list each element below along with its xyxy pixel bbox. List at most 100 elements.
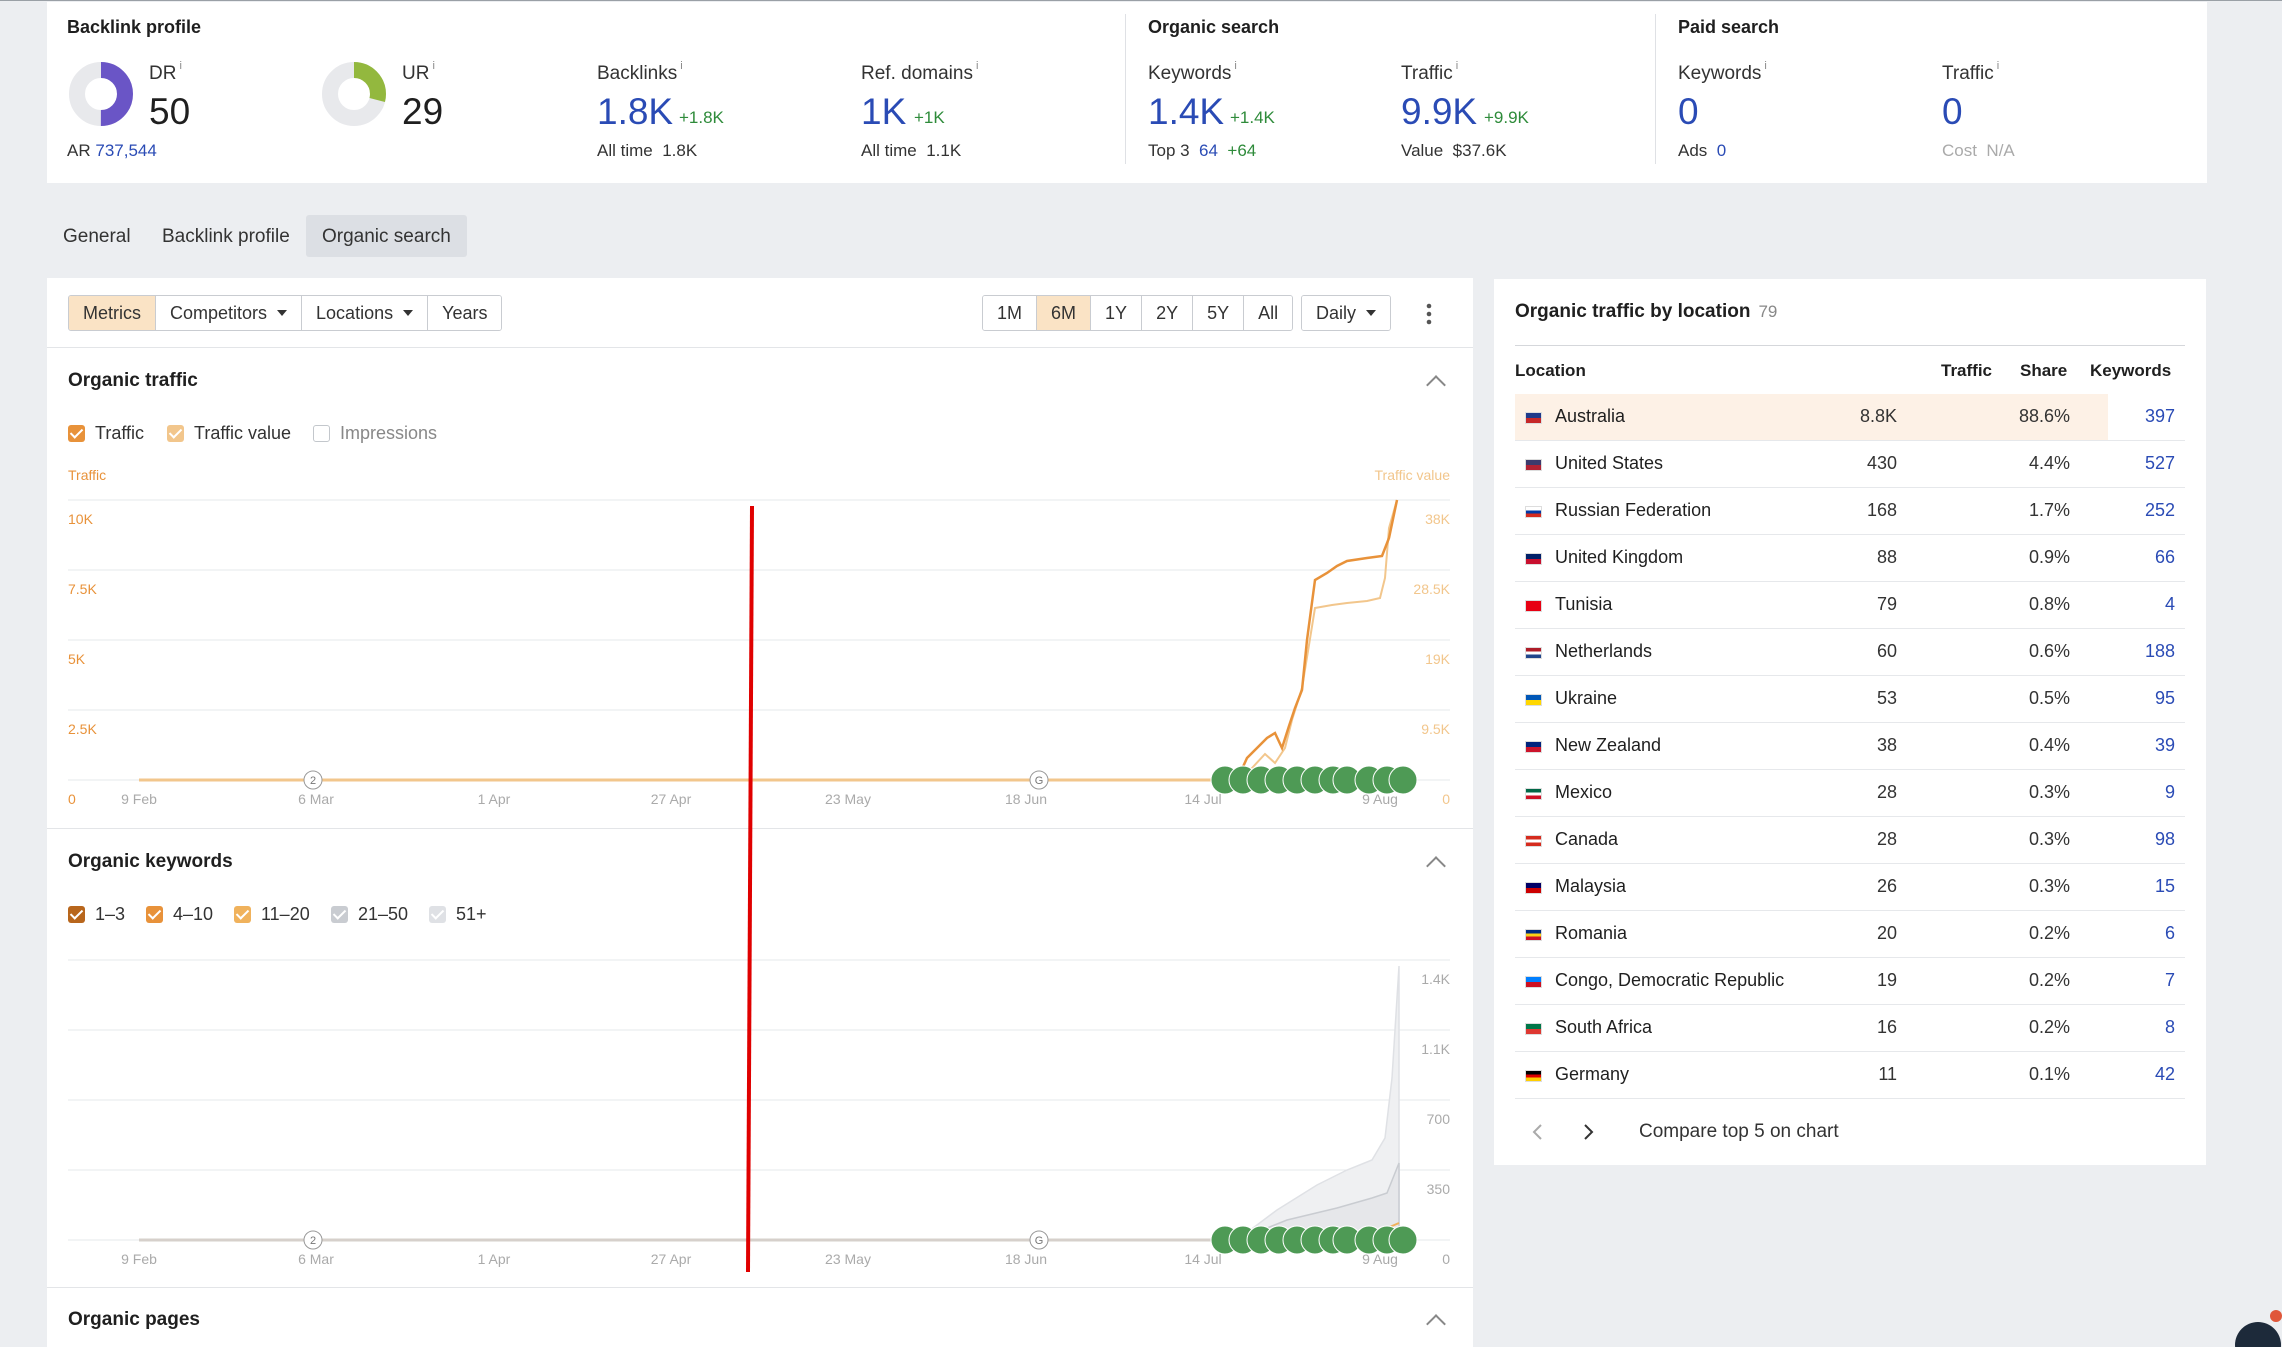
location-name[interactable]: Germany <box>1555 1064 1630 1084</box>
table-row[interactable]: Malaysia 26 0.3% 15 <box>1515 864 2185 911</box>
keywords-51-plus-checkbox[interactable]: 51+ <box>429 904 487 925</box>
location-name[interactable]: Ukraine <box>1555 688 1618 708</box>
table-row[interactable]: Ukraine 53 0.5% 95 <box>1515 676 2185 723</box>
column-header-location[interactable]: Location <box>1515 361 1586 380</box>
location-name[interactable]: United Kingdom <box>1555 547 1684 567</box>
collapse-chevron-icon[interactable] <box>1426 856 1446 876</box>
table-row[interactable]: Mexico 28 0.3% 9 <box>1515 770 2185 817</box>
location-name[interactable]: Tunisia <box>1555 594 1613 614</box>
keywords-link[interactable]: 66 <box>2154 547 2175 567</box>
more-options-icon[interactable] <box>1422 302 1436 326</box>
info-icon[interactable]: i <box>1996 60 2000 72</box>
location-name[interactable]: United States <box>1555 453 1664 473</box>
location-name[interactable]: Australia <box>1555 406 1626 426</box>
column-header-traffic[interactable]: Traffic <box>1941 361 1993 380</box>
paid-traffic-value[interactable]: 0 <box>1942 91 1963 132</box>
keywords-11-20-checkbox[interactable]: 11–20 <box>234 904 310 925</box>
table-row[interactable]: Romania 20 0.2% 6 <box>1515 911 2185 958</box>
years-button[interactable]: Years <box>428 296 502 330</box>
table-row[interactable]: Congo, Democratic Republic 19 0.2% 7 <box>1515 958 2185 1005</box>
table-row[interactable]: Australia 8.8K 88.6% 397 <box>1515 394 2185 441</box>
location-name[interactable]: Malaysia <box>1555 876 1627 896</box>
location-name[interactable]: Romania <box>1555 923 1628 943</box>
locations-dropdown[interactable]: Locations <box>302 296 429 330</box>
traffic-checkbox[interactable]: Traffic <box>68 423 144 444</box>
table-row[interactable]: Russian Federation 168 1.7% 252 <box>1515 488 2185 535</box>
location-name[interactable]: Mexico <box>1555 782 1613 802</box>
share-cell: 0.8% <box>2028 594 2070 614</box>
table-row[interactable]: Tunisia 79 0.8% 4 <box>1515 582 2185 629</box>
organic-keywords-value[interactable]: 1.4K <box>1148 91 1225 132</box>
organic-traffic-value-row: Value $37.6K <box>1401 141 1507 160</box>
next-page-icon[interactable] <box>1580 1122 1596 1142</box>
impressions-checkbox[interactable]: Impressions <box>313 423 437 444</box>
info-icon[interactable]: i <box>432 60 435 72</box>
traffic-cell: 60 <box>1876 641 1897 661</box>
keywords-link[interactable]: 39 <box>2154 735 2175 755</box>
collapse-chevron-icon[interactable] <box>1426 375 1446 395</box>
paid-keywords-value[interactable]: 0 <box>1678 91 1699 132</box>
range-all-button[interactable]: All <box>1244 296 1293 330</box>
compare-top5-link[interactable]: Compare top 5 on chart <box>1639 1121 1839 1142</box>
table-row[interactable]: Netherlands 60 0.6% 188 <box>1515 629 2185 676</box>
keywords-link[interactable]: 188 <box>2144 641 2175 661</box>
info-icon[interactable]: i <box>179 60 182 72</box>
prev-page-icon[interactable] <box>1530 1122 1546 1142</box>
ar-value-link[interactable]: 737,544 <box>95 141 157 160</box>
help-chat-button[interactable] <box>2235 1322 2281 1347</box>
backlinks-value[interactable]: 1.8K <box>597 91 674 132</box>
keywords-1-3-checkbox[interactable]: 1–3 <box>68 904 125 925</box>
keywords-link[interactable]: 527 <box>2144 453 2175 473</box>
competitors-dropdown[interactable]: Competitors <box>156 296 303 330</box>
traffic-cell: 430 <box>1866 453 1897 473</box>
table-row[interactable]: South Africa 16 0.2% 8 <box>1515 1005 2185 1052</box>
location-name[interactable]: South Africa <box>1555 1017 1653 1037</box>
keywords-link[interactable]: 6 <box>2164 923 2175 943</box>
table-title-divider <box>1515 345 2185 346</box>
keywords-link[interactable]: 98 <box>2154 829 2175 849</box>
table-row[interactable]: New Zealand 38 0.4% 39 <box>1515 723 2185 770</box>
info-icon[interactable]: i <box>1234 60 1237 72</box>
ref-domains-value[interactable]: 1K <box>861 91 907 132</box>
tab-backlink-profile[interactable]: Backlink profile <box>162 226 290 247</box>
info-icon[interactable]: i <box>680 60 683 72</box>
keywords-21-50-checkbox[interactable]: 21–50 <box>331 904 408 925</box>
range-5y-button[interactable]: 5Y <box>1193 296 1245 330</box>
tab-general[interactable]: General <box>63 226 131 247</box>
column-header-keywords[interactable]: Keywords <box>2090 361 2172 380</box>
column-header-share[interactable]: Share <box>2020 361 2068 380</box>
table-row[interactable]: Canada 28 0.3% 98 <box>1515 817 2185 864</box>
keywords-link[interactable]: 15 <box>2154 876 2175 896</box>
keywords-link[interactable]: 95 <box>2154 688 2175 708</box>
interval-dropdown[interactable]: Daily <box>1301 295 1392 331</box>
location-name[interactable]: Netherlands <box>1555 641 1653 661</box>
table-row[interactable]: Germany 11 0.1% 42 <box>1515 1052 2185 1099</box>
organic-traffic-value[interactable]: 9.9K <box>1401 91 1478 132</box>
range-1m-button[interactable]: 1M <box>983 296 1038 330</box>
keywords-4-10-checkbox[interactable]: 4–10 <box>146 904 213 925</box>
table-row[interactable]: United States 430 4.4% 527 <box>1515 441 2185 488</box>
collapse-chevron-icon[interactable] <box>1426 1314 1446 1334</box>
table-row[interactable]: United Kingdom 88 0.9% 66 <box>1515 535 2185 582</box>
traffic-value-checkbox[interactable]: Traffic value <box>167 423 291 444</box>
location-name[interactable]: Russian Federation <box>1555 500 1712 520</box>
location-name[interactable]: Congo, Democratic Republic <box>1555 970 1785 990</box>
location-name[interactable]: New Zealand <box>1555 735 1662 755</box>
metrics-button[interactable]: Metrics <box>69 296 156 330</box>
info-icon[interactable]: i <box>975 60 979 72</box>
keywords-link[interactable]: 252 <box>2144 500 2175 520</box>
keywords-link[interactable]: 42 <box>2154 1064 2175 1084</box>
keywords-link[interactable]: 7 <box>2164 970 2175 990</box>
tab-organic-search[interactable]: Organic search <box>306 215 467 257</box>
range-2y-button[interactable]: 2Y <box>1142 296 1194 330</box>
keywords-link[interactable]: 8 <box>2164 1017 2175 1037</box>
range-6m-button[interactable]: 6M <box>1037 296 1092 330</box>
range-1y-button[interactable]: 1Y <box>1091 296 1143 330</box>
location-name[interactable]: Canada <box>1555 829 1619 849</box>
info-icon[interactable]: i <box>1764 60 1767 72</box>
keywords-link[interactable]: 4 <box>2164 594 2175 614</box>
keywords-link[interactable]: 9 <box>2164 782 2175 802</box>
country-flag-icon <box>1525 835 1542 847</box>
keywords-link[interactable]: 397 <box>2144 406 2175 426</box>
info-icon[interactable]: i <box>1455 60 1459 72</box>
